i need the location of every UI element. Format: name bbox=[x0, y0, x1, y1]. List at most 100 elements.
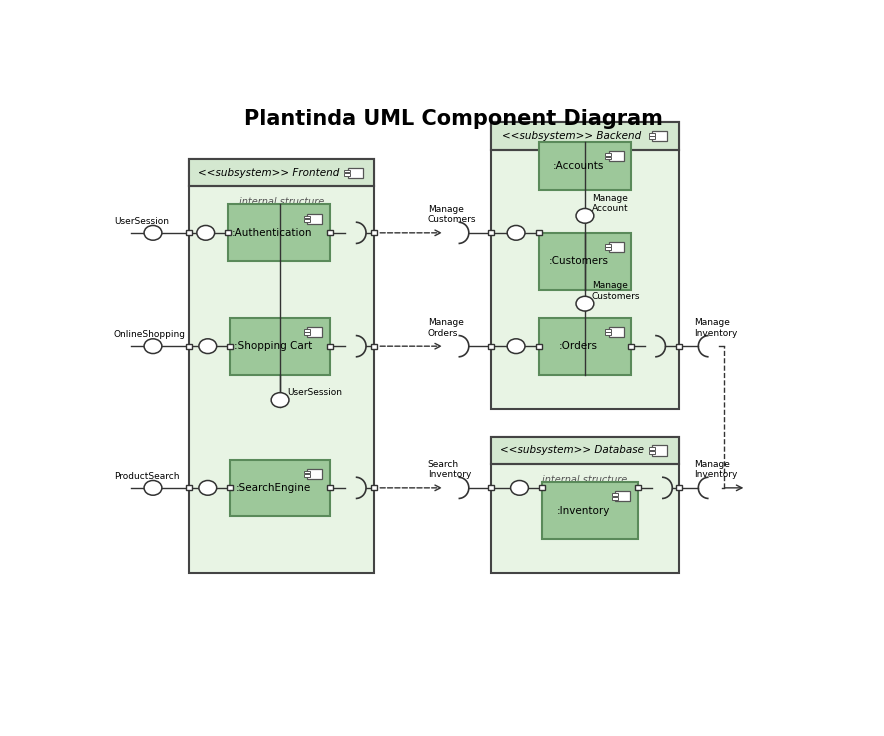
Bar bbox=[606, 329, 611, 332]
Bar bbox=[629, 344, 634, 349]
Bar bbox=[649, 136, 655, 139]
Bar bbox=[538, 318, 631, 375]
Circle shape bbox=[199, 339, 217, 353]
Text: ProductSearch: ProductSearch bbox=[114, 472, 179, 481]
Circle shape bbox=[199, 481, 217, 495]
Text: Manage
Customers: Manage Customers bbox=[428, 205, 476, 224]
Bar bbox=[652, 445, 667, 456]
Text: Manage
Inventory: Manage Inventory bbox=[694, 318, 737, 338]
Bar bbox=[371, 230, 377, 236]
Text: Manage
Orders: Manage Orders bbox=[428, 318, 463, 338]
Circle shape bbox=[197, 225, 215, 240]
Text: internal structure: internal structure bbox=[240, 197, 324, 208]
Bar bbox=[608, 242, 623, 252]
Text: :Accounts: :Accounts bbox=[552, 161, 604, 171]
Bar bbox=[606, 333, 611, 335]
Circle shape bbox=[144, 225, 162, 240]
Bar bbox=[536, 344, 542, 349]
Bar bbox=[187, 485, 193, 490]
Bar bbox=[608, 327, 623, 337]
Bar bbox=[536, 230, 542, 236]
Bar bbox=[615, 491, 630, 501]
Bar bbox=[608, 151, 623, 161]
Bar bbox=[347, 168, 362, 178]
Circle shape bbox=[507, 225, 525, 240]
Circle shape bbox=[144, 339, 162, 353]
Text: UserSession: UserSession bbox=[114, 217, 169, 226]
Bar bbox=[345, 169, 350, 172]
Text: <<subsystem>> Frontend: <<subsystem>> Frontend bbox=[198, 168, 339, 178]
Bar bbox=[231, 318, 330, 375]
Bar bbox=[491, 122, 679, 408]
Bar bbox=[606, 153, 611, 156]
Bar bbox=[227, 485, 233, 490]
Bar bbox=[225, 230, 232, 236]
Bar bbox=[327, 485, 332, 490]
Bar bbox=[538, 233, 631, 289]
Bar bbox=[652, 131, 667, 141]
Text: internal structure: internal structure bbox=[542, 160, 628, 171]
Text: <<subsystem>> Database: <<subsystem>> Database bbox=[499, 445, 644, 456]
Text: :Customers: :Customers bbox=[548, 256, 608, 266]
Bar bbox=[488, 485, 494, 490]
Text: :Orders: :Orders bbox=[559, 342, 598, 351]
Bar bbox=[488, 230, 494, 236]
Bar bbox=[304, 474, 309, 477]
Circle shape bbox=[507, 339, 525, 353]
Bar bbox=[488, 344, 494, 349]
Bar bbox=[649, 450, 655, 453]
Bar bbox=[345, 173, 350, 176]
Bar bbox=[676, 485, 682, 490]
Text: UserSession: UserSession bbox=[287, 388, 342, 397]
Bar bbox=[606, 244, 611, 247]
Bar bbox=[227, 344, 233, 349]
Bar bbox=[538, 142, 631, 191]
Circle shape bbox=[576, 208, 594, 223]
Bar bbox=[228, 205, 330, 261]
Text: :Inventory: :Inventory bbox=[557, 506, 610, 515]
Circle shape bbox=[576, 297, 594, 311]
Text: Manage
Inventory: Manage Inventory bbox=[694, 460, 737, 479]
Text: <<subsystem>> Backend: <<subsystem>> Backend bbox=[502, 131, 642, 141]
Bar bbox=[635, 485, 641, 490]
Bar bbox=[649, 132, 655, 135]
Bar bbox=[189, 159, 374, 186]
Bar bbox=[676, 344, 682, 349]
Bar bbox=[542, 482, 638, 539]
Text: internal structure: internal structure bbox=[542, 475, 628, 485]
Bar bbox=[304, 219, 309, 222]
Bar bbox=[187, 230, 193, 236]
Circle shape bbox=[511, 481, 529, 495]
Bar bbox=[304, 329, 309, 332]
Bar bbox=[189, 159, 374, 573]
Bar bbox=[304, 216, 309, 219]
Bar bbox=[307, 469, 322, 479]
Text: Search
Inventory: Search Inventory bbox=[428, 460, 471, 479]
Text: OnlineShopping: OnlineShopping bbox=[114, 330, 186, 339]
Text: Plantinda UML Component Diagram: Plantinda UML Component Diagram bbox=[244, 110, 662, 130]
Text: Manage
Customers: Manage Customers bbox=[591, 281, 640, 301]
Bar bbox=[613, 497, 618, 500]
Bar bbox=[307, 327, 322, 337]
Bar bbox=[606, 157, 611, 160]
Bar bbox=[371, 485, 377, 490]
Text: :Shopping Cart: :Shopping Cart bbox=[234, 342, 312, 351]
Bar bbox=[491, 437, 679, 573]
Bar bbox=[491, 437, 679, 464]
Bar bbox=[231, 459, 330, 516]
Text: :SearchEngine: :SearchEngine bbox=[235, 483, 311, 493]
Circle shape bbox=[271, 392, 289, 408]
Bar bbox=[371, 344, 377, 349]
Bar bbox=[327, 230, 332, 236]
Bar bbox=[606, 247, 611, 250]
Bar bbox=[649, 447, 655, 450]
Text: :Authentication: :Authentication bbox=[232, 228, 312, 238]
Bar bbox=[491, 122, 679, 149]
Circle shape bbox=[144, 481, 162, 495]
Bar bbox=[613, 493, 618, 496]
Text: Manage
Account: Manage Account bbox=[591, 194, 629, 213]
Bar bbox=[327, 344, 332, 349]
Bar bbox=[307, 213, 322, 224]
Bar bbox=[304, 470, 309, 473]
Bar bbox=[304, 333, 309, 335]
